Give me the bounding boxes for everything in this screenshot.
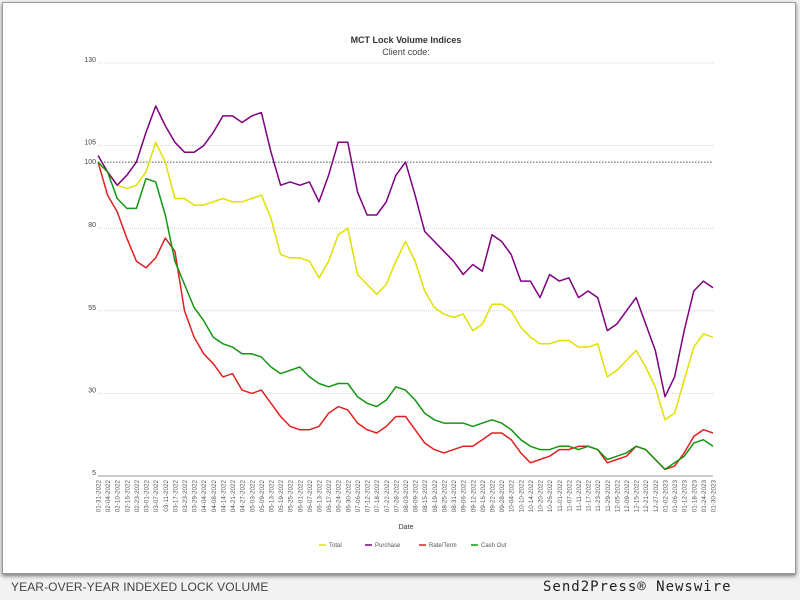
x-tick-label: 05-13-2022 bbox=[268, 480, 275, 513]
x-tick-label: 03-17-2022 bbox=[172, 480, 179, 513]
x-tick-label: 12-21-2022 bbox=[643, 480, 650, 513]
x-tick-label: 07-06-2022 bbox=[355, 480, 362, 513]
x-tick-label: 02-16-2022 bbox=[124, 480, 131, 513]
x-tick-label: 08-31-2022 bbox=[451, 480, 458, 513]
x-tick-label: 12-27-2022 bbox=[653, 480, 660, 513]
x-tick-label: 09-28-2022 bbox=[499, 480, 506, 513]
x-tick-label: 02-23-2022 bbox=[134, 480, 141, 513]
x-tick-label: 10-04-2022 bbox=[509, 480, 516, 513]
x-tick-label: 04-27-2022 bbox=[240, 480, 247, 513]
x-tick-label: 06-01-2022 bbox=[297, 480, 304, 513]
series-line-purchase bbox=[97, 105, 714, 398]
x-tick-label: 05-19-2022 bbox=[278, 480, 285, 513]
y-tick-label: 105 bbox=[84, 140, 96, 147]
y-tick-label: 130 bbox=[84, 57, 96, 64]
x-tick-label: 04-08-2022 bbox=[211, 480, 218, 513]
x-tick-label: 11-17-2022 bbox=[586, 480, 593, 512]
x-tick-label: 08-09-2022 bbox=[413, 480, 420, 513]
chart-title: MCT Lock Volume Indices bbox=[351, 35, 462, 45]
y-tick-label: 55 bbox=[88, 305, 96, 312]
x-tick-label: 11-01-2022 bbox=[557, 480, 564, 512]
x-tick-label: 09-06-2022 bbox=[461, 480, 468, 513]
x-tick-label: 08-25-2022 bbox=[441, 480, 448, 513]
legend-item-total[interactable]: Total bbox=[319, 543, 342, 549]
brand-logo-text: Send2Press® Newswire bbox=[543, 579, 732, 595]
x-tick-label: 03-23-2022 bbox=[182, 480, 189, 513]
x-tick-label: 11-29-2022 bbox=[605, 480, 612, 512]
legend-item-cash-out[interactable]: Cash Out bbox=[471, 543, 507, 549]
x-tick-label: 07-22-2022 bbox=[384, 480, 391, 513]
x-tick-label: 03-07-2022 bbox=[153, 480, 160, 513]
legend-label: Total bbox=[329, 543, 342, 549]
x-tick-label: 07-18-2022 bbox=[374, 480, 381, 513]
x-tick-label: 05-25-2022 bbox=[288, 480, 295, 513]
x-tick-label: 08-03-2022 bbox=[403, 480, 410, 513]
y-tick-label: 5 bbox=[92, 470, 96, 477]
x-tick-label: 03-11-2022 bbox=[163, 480, 170, 512]
legend-item-rate-term[interactable]: Rate/Term bbox=[419, 543, 457, 549]
x-tick-label: 03-29-2022 bbox=[192, 480, 199, 513]
series-line-cash-out bbox=[97, 161, 714, 471]
x-tick-label: 06-24-2022 bbox=[336, 480, 343, 513]
x-tick-label: 02-10-2022 bbox=[115, 480, 122, 513]
legend-label: Purchase bbox=[375, 543, 401, 549]
series-line-total bbox=[97, 141, 714, 421]
x-tick-label: 11-07-2022 bbox=[566, 480, 573, 512]
y-tick-label: 100 bbox=[84, 159, 96, 166]
x-tick-label: 06-13-2022 bbox=[317, 480, 324, 513]
chart-subtitle: Client code: bbox=[382, 47, 430, 57]
x-tick-label: 03-01-2022 bbox=[144, 480, 151, 513]
x-tick-label: 05-03-2022 bbox=[249, 480, 256, 513]
y-tick-label: 80 bbox=[88, 222, 96, 229]
x-tick-label: 10-20-2022 bbox=[538, 480, 545, 513]
series-line-rate-term bbox=[97, 161, 714, 471]
legend-label: Cash Out bbox=[481, 543, 507, 549]
x-tick-label: 01-18-2023 bbox=[691, 480, 698, 513]
x-tick-label: 06-30-2022 bbox=[345, 480, 352, 513]
line-chart: MCT Lock Volume Indices Client code: 5 30… bbox=[84, 35, 718, 549]
x-tick-label: 04-04-2022 bbox=[201, 480, 208, 513]
x-tick-label: 07-12-2022 bbox=[365, 480, 372, 513]
x-tick-label: 06-07-2022 bbox=[307, 480, 314, 513]
x-tick-label: 01-24-2023 bbox=[701, 480, 708, 513]
x-tick-label: 10-10-2022 bbox=[518, 480, 525, 513]
x-tick-label: 01-30-2023 bbox=[711, 480, 718, 513]
x-tick-label: 01-12-2023 bbox=[682, 480, 689, 513]
x-tick-label: 10-14-2022 bbox=[528, 480, 535, 513]
x-tick-label: 02-04-2022 bbox=[105, 480, 112, 513]
legend-item-purchase[interactable]: Purchase bbox=[365, 543, 401, 549]
x-tick-label: 07-28-2022 bbox=[393, 480, 400, 513]
x-tick-label: 09-16-2022 bbox=[480, 480, 487, 513]
x-tick-label: 11-23-2022 bbox=[595, 480, 602, 512]
x-tick-label: 04-21-2022 bbox=[230, 480, 237, 513]
x-tick-label: 09-12-2022 bbox=[470, 480, 477, 513]
x-tick-label: 05-09-2022 bbox=[259, 480, 266, 513]
x-tick-label: 08-19-2022 bbox=[432, 480, 439, 513]
x-tick-label: 12-05-2022 bbox=[614, 480, 621, 513]
x-tick-label: 12-15-2022 bbox=[634, 480, 641, 513]
y-tick-label: 30 bbox=[88, 387, 96, 394]
chart-panel: MCT Lock Volume Indices Client code: 5 30… bbox=[2, 2, 796, 574]
x-tick-label: 08-15-2022 bbox=[422, 480, 429, 513]
x-tick-label: 12-09-2022 bbox=[624, 480, 631, 513]
x-tick-label: 11-11-2022 bbox=[576, 480, 583, 512]
x-tick-label: 04-14-2022 bbox=[220, 480, 227, 513]
x-tick-label: 06-17-2022 bbox=[326, 480, 333, 513]
x-tick-label: 01-02-2023 bbox=[662, 480, 669, 513]
x-axis-label: Date bbox=[399, 524, 414, 531]
x-tick-label: 09-22-2022 bbox=[489, 480, 496, 513]
x-tick-label: 01-31-2022 bbox=[96, 480, 103, 513]
image-caption: YEAR-OVER-YEAR INDEXED LOCK VOLUME bbox=[11, 580, 269, 594]
x-tick-label: 01-06-2023 bbox=[672, 480, 679, 513]
legend-label: Rate/Term bbox=[429, 543, 457, 549]
x-tick-label: 10-26-2022 bbox=[547, 480, 554, 513]
